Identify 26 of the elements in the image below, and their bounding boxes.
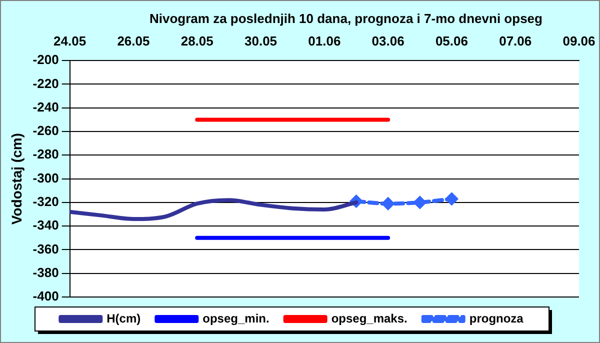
x-tick-label: 30.05 xyxy=(244,33,278,48)
y-tick-label: -340 xyxy=(32,218,59,233)
chart-title: Nivogram za poslednjih 10 dana, prognoza i 7-mo dnevni opseg xyxy=(148,11,544,26)
x-tick-label: 01.06 xyxy=(308,33,341,48)
y-tick-label: -380 xyxy=(32,264,59,280)
y-tick-label: -220 xyxy=(32,76,59,91)
x-tick-label: 28.05 xyxy=(180,33,214,48)
y-tick-label: -400 xyxy=(32,288,59,304)
legend-label: H(cm) xyxy=(106,311,141,326)
y-tick-label: -240 xyxy=(32,99,59,114)
x-tick-label: 03.06 xyxy=(372,33,404,48)
y-tick-label: -280 xyxy=(32,146,59,162)
y-axis-title: Vodostaj (cm) xyxy=(8,133,24,225)
legend-label: prognoza xyxy=(469,311,524,326)
y-tick-label: -260 xyxy=(32,123,59,138)
y-tick-label: -360 xyxy=(32,241,59,256)
x-tick-label: 09.06 xyxy=(562,33,596,48)
y-tick-label: -300 xyxy=(32,170,59,186)
legend-label: opseg_maks. xyxy=(331,311,408,326)
legend-label: opseg_min. xyxy=(202,311,270,326)
y-tick-label: -200 xyxy=(32,52,59,68)
x-tick-label: 26.05 xyxy=(117,33,150,48)
y-tick-label: -320 xyxy=(32,194,59,210)
x-tick-label: 05.06 xyxy=(435,33,468,48)
x-tick-label: 24.05 xyxy=(54,33,86,48)
x-tick-label: 07.06 xyxy=(499,33,532,48)
